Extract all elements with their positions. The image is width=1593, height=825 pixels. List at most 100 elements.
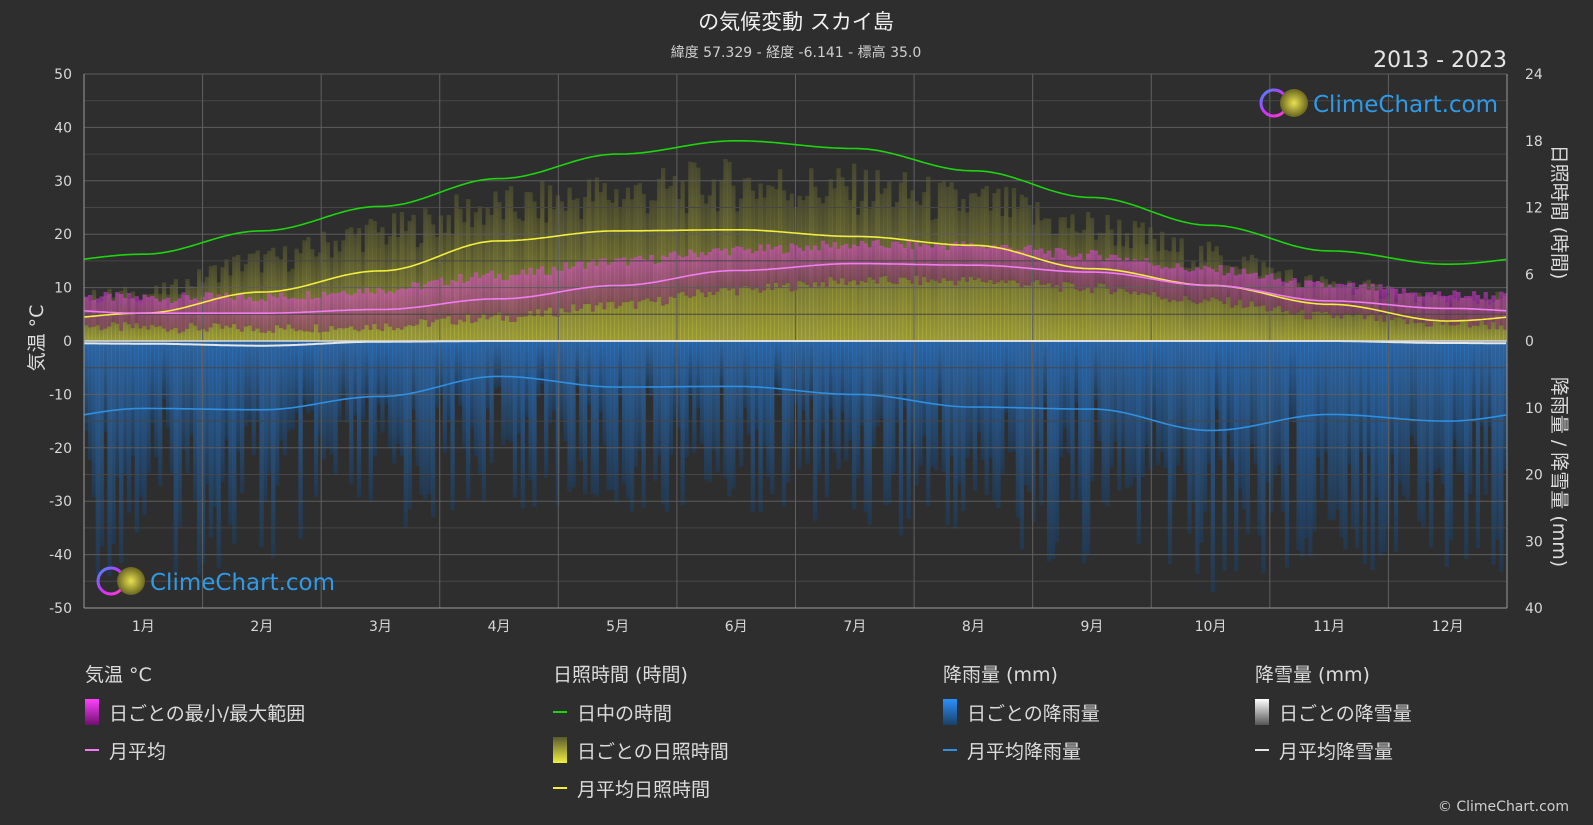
daily-sunshine-bar — [255, 250, 260, 341]
daily-rain-bar — [1460, 341, 1465, 474]
daily-rain-bar — [1152, 341, 1157, 423]
daily-rain-bar — [103, 341, 108, 432]
daily-rain-bar — [598, 341, 603, 413]
daily-rain-bar — [481, 341, 486, 503]
daily-sunshine-bar — [1093, 239, 1099, 341]
daily-temp-range-bar — [193, 298, 198, 326]
daily-rain-bar — [1195, 341, 1200, 575]
daily-rain-bar — [1202, 341, 1208, 512]
daily-rain-bar — [754, 341, 759, 430]
daily-rain-bar — [1015, 341, 1021, 518]
daily-rain-bar — [532, 341, 537, 508]
daily-rain-bar — [84, 341, 89, 431]
daily-temp-range-bar — [649, 255, 654, 302]
daily-temp-range-bar — [957, 246, 962, 281]
daily-sunshine-bar — [1421, 306, 1426, 341]
legend-label: 月平均降雨量 — [967, 740, 1082, 763]
daily-sunshine-bar — [298, 253, 303, 341]
daily-sunshine-bar — [1393, 302, 1399, 341]
daily-rain-bar — [208, 341, 214, 538]
daily-temp-range-bar — [1276, 278, 1282, 307]
daily-rain-bar — [618, 341, 623, 398]
daily-sunshine-bar — [423, 208, 428, 341]
temp-line-swatch — [85, 749, 99, 751]
daily-sunshine-bar — [1237, 269, 1243, 341]
daily-rain-bar — [1074, 341, 1079, 403]
daily-temp-range-bar — [489, 270, 494, 317]
daily-rain-bar — [1393, 341, 1399, 552]
daily-temp-range-bar — [1425, 292, 1430, 327]
daily-temp-range-bar — [481, 275, 486, 314]
brand-logo-bottom[interactable]: ClimeChart.com — [96, 566, 335, 596]
daily-rain-bar — [836, 341, 841, 469]
daily-rain-bar — [1031, 341, 1036, 523]
daily-rain-bar — [805, 341, 810, 464]
daily-temp-range-bar — [777, 245, 783, 288]
daily-temp-range-bar — [828, 247, 833, 278]
daily-rain-bar — [1097, 341, 1102, 442]
brand-logo-top[interactable]: ClimeChart.com — [1259, 88, 1498, 118]
daily-rain-bar — [1475, 341, 1481, 549]
daily-sunshine-bar — [321, 231, 327, 341]
daily-rain-bar — [310, 341, 315, 411]
y-tick-label-temperature: 40 — [54, 120, 72, 136]
daily-sunshine-bar — [317, 252, 323, 341]
daily-temp-range-bar — [1362, 283, 1368, 320]
daily-temp-range-bar — [575, 261, 580, 311]
daily-temp-range-bar — [1128, 260, 1134, 295]
daily-rain-bar — [1054, 341, 1060, 542]
daily-rain-bar — [649, 341, 654, 397]
daily-rain-bar — [1265, 341, 1270, 483]
daily-sunshine-bar — [341, 240, 346, 341]
daily-temp-range-bar — [345, 294, 350, 328]
daily-sunshine-bar — [1101, 232, 1106, 341]
daily-rain-bar — [933, 341, 939, 471]
x-tick-label-month: 2月 — [250, 619, 273, 635]
daily-rain-bar — [177, 341, 182, 528]
daily-rain-bar — [762, 341, 767, 446]
daily-rain-bar — [450, 341, 455, 511]
daily-sunshine-bar — [1226, 265, 1231, 341]
legend-item-snow-mean: 月平均降雪量 — [1255, 737, 1412, 763]
daily-sunshine-bar — [349, 227, 354, 341]
daily-temp-range-bar — [1417, 296, 1422, 323]
daily-rain-bar — [774, 341, 779, 386]
y-tick-label-temperature: -50 — [49, 601, 72, 617]
daily-rain-bar — [1062, 341, 1067, 430]
daily-temp-range-bar — [762, 251, 767, 291]
daily-rain-bar — [781, 341, 787, 507]
daily-temp-range-bar — [134, 296, 139, 324]
y-tick-label-sunshine: 24 — [1525, 67, 1543, 83]
daily-sunshine-bar — [271, 247, 276, 341]
daily-temp-range-bar — [1296, 287, 1301, 313]
daily-temp-range-bar — [941, 245, 946, 279]
daily-rain-bar — [645, 341, 650, 389]
daily-temp-range-bar — [1160, 268, 1165, 300]
daily-sunshine-bar — [384, 244, 389, 341]
sunshine-mean-line — [83, 229, 1507, 322]
daily-temp-range-bar — [1004, 244, 1009, 284]
y-tick-label-sunshine: 18 — [1525, 134, 1543, 150]
daily-rain-bar — [1132, 341, 1138, 478]
daily-rain-bar — [216, 341, 221, 568]
daily-rain-bar — [516, 341, 522, 434]
daily-rain-bar — [345, 341, 350, 423]
y-tick-label-temperature: -30 — [49, 494, 72, 510]
daily-rain-bar — [189, 341, 194, 436]
daily-rain-bar — [271, 341, 276, 558]
daily-temp-range-bar — [657, 262, 662, 297]
daily-temp-range-bar — [317, 297, 323, 333]
daily-rain-bar — [902, 341, 908, 408]
daily-rain-bar — [941, 341, 946, 472]
daily-rain-bar — [594, 341, 600, 497]
daily-rain-bar — [275, 341, 280, 486]
daily-temp-range-bar — [1035, 249, 1040, 281]
daily-temp-range-bar — [1031, 249, 1036, 282]
daily-rain-bar — [855, 341, 861, 478]
daily-rain-bar — [668, 341, 674, 455]
x-tick-label-month: 9月 — [1080, 619, 1103, 635]
daily-rain-bar — [1452, 341, 1457, 440]
y-tick-label-temperature: -10 — [49, 387, 72, 403]
daily-temp-range-bar — [251, 301, 256, 332]
daily-rain-bar — [333, 341, 338, 476]
